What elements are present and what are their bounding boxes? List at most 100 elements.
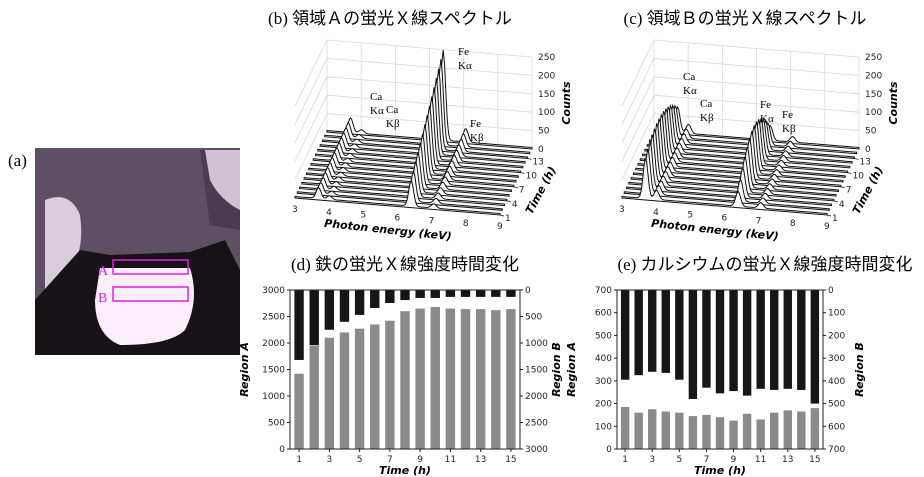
annotation: Kβ	[700, 112, 714, 124]
z-tick-label: 0	[538, 145, 544, 155]
chart-title: (e) カルシウムの蛍光Ｘ線強度時間変化	[617, 255, 912, 274]
x-tick-label: 13	[475, 455, 486, 465]
bar	[355, 290, 364, 315]
y2-tick-label: 600	[828, 422, 845, 432]
x-axis-label: Time (h)	[379, 464, 431, 477]
y-tick-label: 100	[595, 422, 612, 432]
bar	[385, 321, 394, 449]
x-tick-label: 8	[790, 219, 796, 229]
annotation: Ca	[370, 91, 382, 103]
grid-line	[295, 58, 532, 124]
grid-line	[295, 77, 532, 143]
y2-tick-label: 700	[828, 445, 845, 455]
bar	[340, 332, 349, 449]
bar	[675, 413, 683, 449]
y-tick-label: 7	[519, 186, 525, 196]
bar	[811, 290, 819, 404]
y2-tick-label: 0	[828, 286, 834, 296]
x-tick-label: 8	[463, 219, 469, 229]
y-tick-label: 2500	[262, 313, 285, 323]
bar	[648, 409, 656, 449]
y-tick-label: 4	[512, 200, 518, 210]
bar	[370, 324, 379, 449]
y-tick-label: 13	[532, 157, 543, 167]
y-tick-label: 1	[505, 214, 511, 224]
z-tick-label: 100	[538, 108, 555, 118]
x-tick-label: 1	[296, 455, 302, 465]
y-tick-label: 10	[853, 172, 865, 182]
x-tick-label: 5	[360, 211, 366, 221]
x-tick-label: 15	[809, 455, 820, 465]
bar	[415, 309, 424, 449]
bar	[294, 290, 303, 360]
z-tick-label: 50	[538, 127, 550, 137]
y2-tick-label: 500	[828, 400, 845, 410]
bar	[662, 290, 670, 373]
bar	[648, 290, 656, 372]
z-tick-label: 250	[865, 53, 882, 63]
tick	[848, 173, 852, 174]
bar	[770, 290, 778, 390]
y2-tick-label: 400	[828, 377, 845, 387]
bar	[743, 414, 751, 449]
bar	[476, 290, 485, 297]
bar	[446, 290, 455, 297]
grid-line	[622, 58, 859, 124]
tick	[854, 158, 858, 159]
y-tick-label: 1000	[262, 392, 285, 402]
x-tick-label: 3	[619, 205, 625, 215]
bar	[702, 290, 710, 388]
bar	[702, 415, 710, 449]
tick	[834, 201, 838, 202]
annotation: Kβ	[386, 118, 400, 130]
y2-axis-label: Region B	[550, 342, 563, 397]
x-tick-label: 7	[756, 216, 762, 226]
bar	[325, 338, 334, 449]
tick	[514, 187, 518, 188]
bar	[689, 290, 697, 399]
bar	[415, 290, 424, 298]
y2-tick-label: 500	[525, 313, 542, 323]
bar	[743, 290, 751, 396]
y-tick-label: 13	[859, 157, 870, 167]
bar	[446, 309, 455, 449]
x-tick-label: 6	[395, 214, 401, 224]
y-axis-label: Region A	[565, 342, 578, 397]
bar	[729, 290, 737, 391]
x-tick-label: 9	[497, 222, 503, 232]
grid-line	[295, 40, 532, 106]
bar	[325, 290, 334, 330]
bar	[294, 374, 303, 449]
bar	[716, 290, 724, 393]
x-tick-label: 3	[292, 205, 298, 215]
x-tick-label: 6	[722, 214, 728, 224]
chart: (e) カルシウムの蛍光Ｘ線強度時間変化01002003004005006007…	[565, 255, 913, 477]
bar	[784, 410, 792, 449]
z-tick-label: 0	[865, 145, 871, 155]
annotation: Kβ	[470, 132, 484, 144]
bar	[756, 290, 764, 389]
x-tick-label: 11	[755, 455, 766, 465]
x-tick-label: 9	[824, 222, 830, 232]
bar	[662, 412, 670, 449]
tick	[507, 201, 511, 202]
bright-region	[95, 268, 194, 345]
annotation: Kα	[370, 105, 384, 117]
z-tick-label: 150	[538, 90, 555, 100]
annotation: Kα	[683, 85, 697, 97]
y2-tick-label: 200	[828, 331, 845, 341]
x-axis-label: Time (h)	[694, 464, 746, 477]
y2-tick-label: 1000	[525, 339, 548, 349]
x-tick-label: 13	[782, 455, 793, 465]
bar	[506, 309, 515, 449]
y-tick-label: 2000	[262, 339, 285, 349]
tick	[527, 158, 531, 159]
region-label: A	[98, 264, 109, 279]
y2-axis-label: Region B	[853, 342, 866, 397]
bar	[756, 419, 764, 449]
bar	[461, 290, 470, 297]
annotation: Fe	[470, 118, 481, 130]
y-tick-label: 500	[595, 331, 612, 341]
annotation: Ca	[386, 104, 398, 116]
annotation: Ca	[683, 71, 695, 83]
